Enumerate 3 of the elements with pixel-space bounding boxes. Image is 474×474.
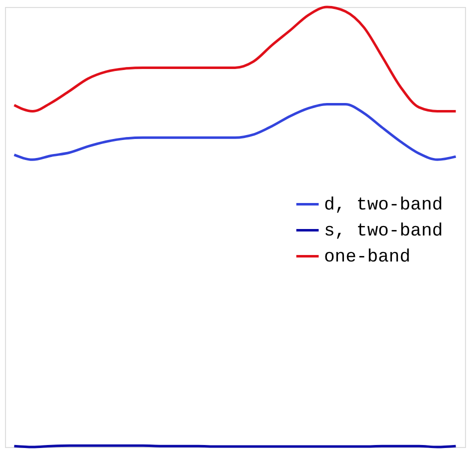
legend-label: s, two-band xyxy=(324,221,443,242)
legend-label: d, two-band xyxy=(324,195,443,216)
legend-label: one-band xyxy=(324,247,410,268)
